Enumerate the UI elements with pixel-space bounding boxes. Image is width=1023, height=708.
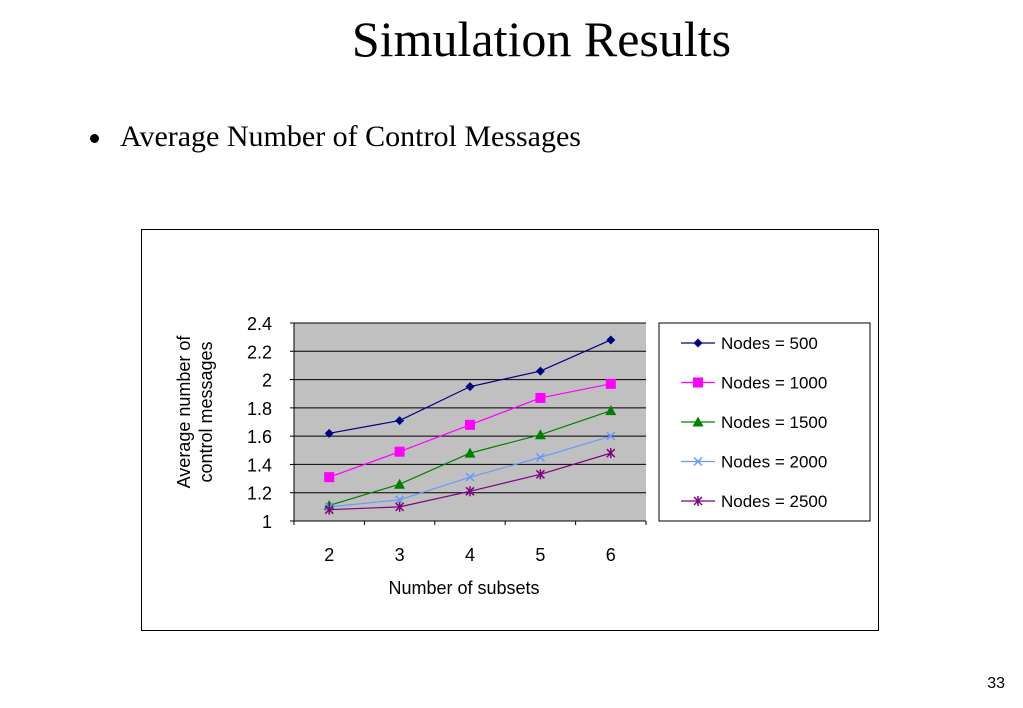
x-tick-label: 3	[395, 545, 405, 565]
page-number: 33	[987, 675, 1005, 692]
legend-label: Nodes = 1000	[721, 374, 827, 393]
legend-label: Nodes = 1500	[721, 413, 827, 432]
data-point	[465, 472, 475, 482]
data-point	[395, 501, 405, 512]
y-tick-label: 1.2	[247, 484, 272, 504]
data-point	[606, 431, 616, 441]
y-tick-label: 1	[262, 512, 272, 532]
legend-marker	[692, 416, 704, 427]
data-point	[535, 392, 546, 403]
legend-marker	[693, 338, 703, 348]
legend-marker	[693, 377, 703, 388]
y-tick-label: 1.4	[247, 455, 272, 475]
data-point	[324, 428, 334, 438]
data-point	[465, 486, 475, 497]
data-point	[394, 446, 405, 457]
x-tick-label: 5	[535, 545, 545, 565]
y-tick-label: 1.8	[247, 399, 272, 419]
data-point	[534, 429, 546, 440]
data-point	[535, 452, 545, 462]
data-point	[465, 382, 475, 392]
y-axis-label: control messages	[196, 341, 216, 482]
y-tick-label: 2.2	[247, 342, 272, 362]
x-tick-label: 4	[465, 545, 475, 565]
data-point	[535, 469, 545, 480]
data-point	[464, 447, 476, 458]
bullet-text: Average Number of Control Messages	[120, 120, 581, 153]
data-point	[395, 495, 405, 505]
data-point	[324, 504, 334, 515]
legend-label: Nodes = 2500	[721, 492, 827, 511]
data-point	[605, 378, 616, 389]
legend-label: Nodes = 2000	[721, 453, 827, 472]
legend-box	[658, 322, 871, 522]
y-tick-label: 2	[262, 371, 272, 391]
legend-marker	[693, 496, 703, 506]
slide-title: Simulation Results	[351, 11, 732, 67]
data-point	[606, 448, 616, 459]
line-chart: 1 1.2 1.4 1.6 1.8 2 2.2 2.4 2 3 4 5 6 Number of subse…	[174, 314, 871, 598]
data-point	[395, 416, 405, 426]
data-point	[535, 366, 545, 376]
x-tick-label: 6	[606, 545, 616, 565]
data-point	[606, 335, 616, 345]
x-tick-label: 2	[324, 545, 334, 565]
legend-marker	[693, 456, 703, 467]
legend-label: Nodes = 500	[721, 334, 818, 353]
data-point	[394, 478, 406, 489]
y-axis-label: Average number of	[174, 335, 194, 489]
bullet-item: Average Number of Control Messages	[90, 120, 581, 154]
bullet-dot-icon	[90, 134, 99, 143]
y-tick-label: 1.6	[247, 427, 272, 447]
chart-frame: 1 1.2 1.4 1.6 1.8 2 2.2 2.4 2 3 4 5 6 Number of subse…	[141, 229, 879, 631]
x-axis-label: Number of subsets	[388, 578, 539, 598]
data-point	[324, 472, 335, 483]
data-point	[465, 419, 475, 430]
y-tick-label: 2.4	[247, 314, 272, 334]
data-point	[605, 405, 617, 416]
